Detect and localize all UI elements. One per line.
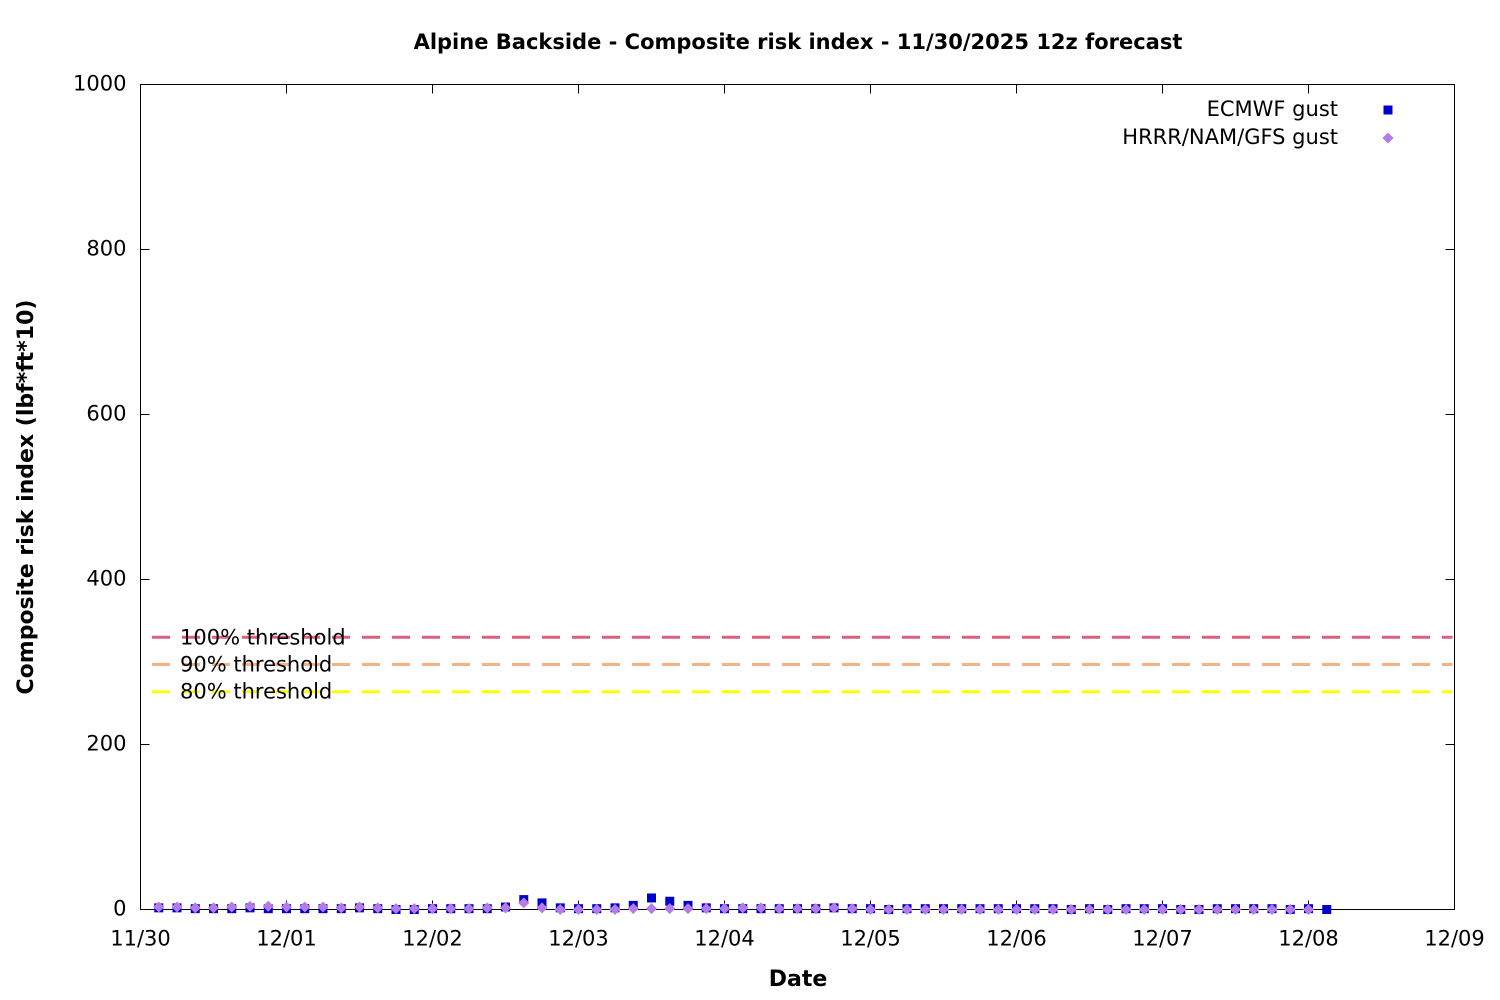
x-tick-label: 12/06 [986,927,1047,951]
data-point [153,901,165,913]
data-point [171,901,183,913]
data-point [846,903,858,915]
data-point [755,902,767,914]
data-point [262,900,274,912]
data-point [665,896,675,906]
y-tick-label: 0 [113,897,126,921]
x-tick-label: 12/08 [1278,927,1339,951]
data-point [974,904,986,915]
data-point [810,903,822,915]
y-tick-label: 600 [86,402,126,426]
x-tick-label: 12/07 [1132,927,1193,951]
data-point [1322,905,1332,914]
legend-label: ECMWF gust [1207,97,1338,121]
data-point [1193,904,1205,915]
data-point [335,902,347,914]
data-point [536,902,548,914]
data-point [919,904,931,915]
threshold-label: 100% threshold [180,625,346,649]
threshold-label: 80% threshold [180,680,332,704]
data-point [573,904,584,915]
data-point [1084,904,1095,915]
data-point [427,903,438,915]
x-tick-label: 11/30 [110,927,171,951]
data-point [737,902,749,914]
data-point [956,904,968,915]
legend-label: HRRR/NAM/GFS gust [1122,125,1338,149]
data-point [1120,904,1132,915]
x-tick-label: 12/02 [402,927,463,951]
data-point [390,903,402,915]
threshold-label: 90% threshold [180,652,332,676]
data-point [1248,904,1260,915]
legend-marker [1383,105,1393,115]
data-point [700,903,712,915]
data-point [372,902,384,914]
data-point [1011,904,1022,915]
x-axis-label: Date [769,967,828,992]
chart-title: Alpine Backside - Composite risk index -… [414,30,1183,54]
data-point [609,904,621,915]
data-point [883,904,895,915]
data-point [865,904,876,915]
data-point [1047,904,1059,915]
data-point [828,902,840,914]
data-point [518,897,530,909]
data-point [244,900,256,912]
data-point [299,901,311,913]
x-tick-label: 12/04 [694,927,755,951]
data-point [481,902,493,914]
data-point [1157,904,1168,915]
data-point [1029,904,1041,915]
data-point [647,893,656,903]
data-point [938,904,949,915]
data-point [281,901,292,913]
data-point [317,901,329,913]
legend-marker [1382,132,1394,144]
data-point [1284,904,1296,915]
x-tick-label: 12/09 [1424,927,1485,951]
data-point [1175,904,1187,915]
data-point [627,903,639,915]
data-point [189,902,201,914]
data-point [992,904,1004,915]
data-point [901,904,913,915]
data-point [463,903,475,915]
plot-frame [140,84,1455,910]
y-axis-label: Composite risk index (lbf*ft*10) [14,300,39,695]
data-point [1303,904,1314,915]
data-point [1102,904,1114,915]
data-point [354,901,365,913]
data-point [591,904,603,915]
data-point [1138,904,1150,915]
y-tick-label: 800 [86,237,126,261]
data-point [682,903,694,915]
data-point [664,903,676,915]
data-point [719,903,730,915]
y-tick-label: 400 [86,567,126,591]
data-point [226,901,238,913]
data-point [792,903,803,915]
x-tick-label: 12/05 [840,927,901,951]
data-point [1065,904,1077,915]
data-point [1266,904,1278,915]
data-point [554,904,566,915]
data-point [500,902,511,914]
data-point [773,903,785,915]
y-tick-label: 1000 [73,72,126,96]
x-tick-label: 12/01 [256,927,317,951]
data-point [408,903,420,915]
x-tick-label: 12/03 [548,927,609,951]
data-point [445,903,457,915]
data-point [208,902,219,914]
data-point [1211,904,1223,915]
y-tick-label: 200 [86,732,126,756]
data-point [646,903,657,915]
data-point [1230,904,1241,915]
